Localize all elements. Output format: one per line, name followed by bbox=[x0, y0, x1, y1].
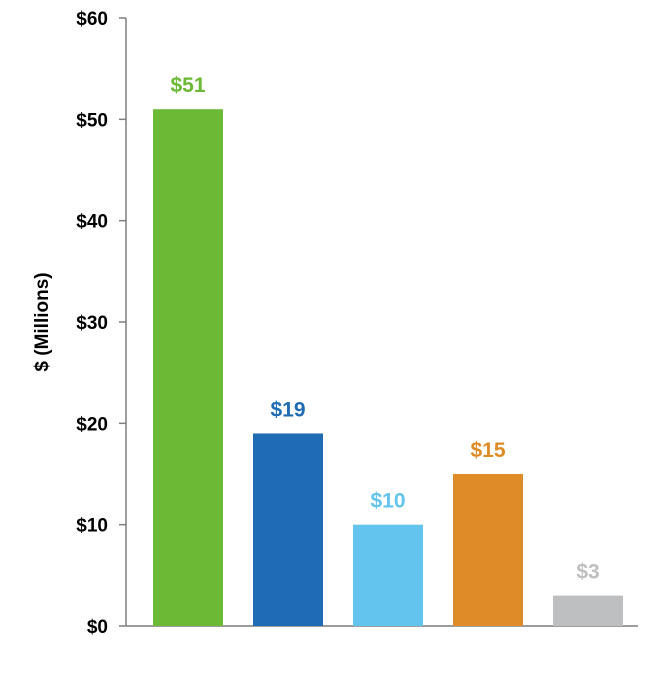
y-tick-label: $60 bbox=[76, 9, 108, 30]
y-tick-label: $40 bbox=[76, 212, 108, 233]
bar bbox=[453, 474, 523, 626]
y-tick-label: $50 bbox=[76, 110, 108, 131]
bar-data-label: $3 bbox=[576, 561, 599, 584]
bar-data-label: $19 bbox=[270, 398, 305, 421]
y-tick-label: $20 bbox=[76, 414, 108, 435]
bar-data-label: $15 bbox=[470, 439, 505, 462]
y-tick-label: $30 bbox=[76, 313, 108, 334]
bar bbox=[553, 595, 623, 626]
bar bbox=[153, 109, 223, 626]
data-labels: $51 $19 $10 $15 $3 bbox=[170, 74, 599, 583]
y-tick-label: $0 bbox=[87, 617, 108, 638]
bar bbox=[253, 433, 323, 626]
bar-series bbox=[153, 109, 623, 626]
bar bbox=[353, 524, 423, 626]
y-tick-label: $10 bbox=[76, 516, 108, 537]
y-axis-ticks: $0 $10 $20 $30 $40 $50 $60 bbox=[76, 9, 126, 638]
bar-data-label: $51 bbox=[170, 74, 205, 97]
bar-data-label: $10 bbox=[370, 490, 405, 513]
y-axis-title: $ (Millions) bbox=[32, 272, 53, 371]
